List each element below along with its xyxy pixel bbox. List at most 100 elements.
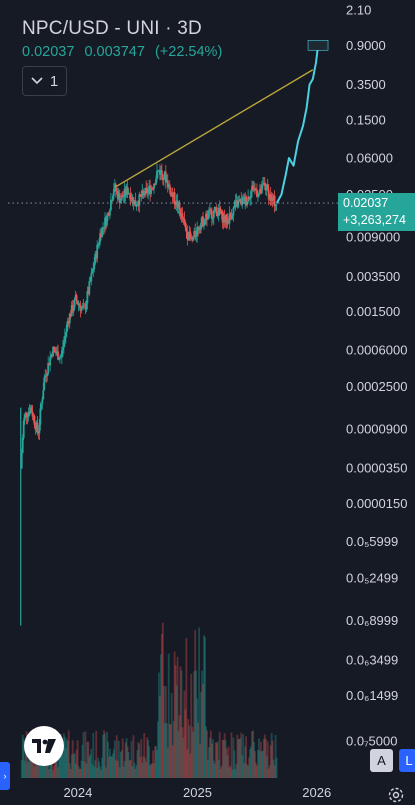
- log-scale-button[interactable]: L: [399, 749, 415, 772]
- volume-bar: [241, 755, 244, 778]
- volume-bar: [108, 756, 110, 778]
- volume-bar: [158, 672, 160, 778]
- volume-bar: [221, 739, 224, 778]
- candle-body: [146, 188, 149, 194]
- volume-bar: [125, 738, 128, 778]
- candle-body: [176, 200, 179, 209]
- time-tick-label: 2025: [183, 785, 212, 800]
- candle-body: [251, 185, 253, 191]
- candle-body: [267, 190, 270, 200]
- price-tick-label: 0.003500: [346, 269, 400, 284]
- volume-bar: [115, 735, 118, 778]
- candle-body: [125, 186, 128, 195]
- volume-bar: [130, 741, 133, 778]
- volume-bar: [223, 733, 226, 778]
- volume-bar: [176, 656, 179, 778]
- volume-bar: [205, 726, 207, 778]
- candle-body: [250, 190, 252, 199]
- volume-bar: [265, 755, 268, 778]
- volume-bar: [207, 759, 209, 778]
- candle-body: [238, 200, 241, 202]
- volume-bar: [246, 764, 249, 778]
- candle-body: [208, 210, 210, 213]
- volume-bar: [84, 731, 87, 778]
- candle-body: [20, 452, 23, 469]
- candle-body: [258, 193, 260, 197]
- volume-bar: [190, 673, 193, 778]
- volume-bar: [141, 762, 144, 778]
- candle-body: [242, 197, 245, 199]
- volume-bar: [234, 769, 237, 778]
- candle-body: [257, 196, 259, 198]
- volume-bar: [126, 746, 129, 778]
- tradingview-logo-icon[interactable]: [24, 726, 64, 766]
- volume-bar: [233, 750, 236, 778]
- candle-body: [158, 170, 160, 172]
- volume-bar: [182, 737, 185, 778]
- volume-bar: [67, 730, 70, 778]
- volume-bar: [87, 741, 90, 778]
- candle-body: [148, 185, 151, 190]
- volume-bar: [112, 749, 115, 778]
- candle-body: [157, 170, 159, 172]
- candle-body: [28, 411, 31, 414]
- volume-bar: [26, 762, 29, 778]
- volume-bar: [66, 741, 69, 778]
- symbol-title[interactable]: NPC/USD - UNI · 3D: [22, 18, 202, 39]
- candle-body: [104, 217, 106, 229]
- volume-bar: [164, 686, 167, 778]
- auto-scale-button[interactable]: A: [370, 749, 393, 772]
- volume-bar: [185, 638, 188, 778]
- volume-bar: [61, 742, 63, 778]
- price-tick-label: 0.9000: [346, 38, 386, 53]
- volume-bar: [162, 685, 165, 778]
- volume-bar: [258, 738, 260, 778]
- price-change-percent: (+22.54%): [154, 44, 223, 60]
- volume-bar: [261, 750, 264, 778]
- volume-bar: [264, 738, 267, 778]
- candle-body: [95, 253, 98, 259]
- volume-bar: [215, 743, 218, 778]
- candle-body: [52, 347, 54, 357]
- time-axis[interactable]: 2024 2025 2026: [63, 785, 331, 800]
- volume-bar: [216, 741, 219, 778]
- volume-bar: [81, 744, 84, 778]
- settings-icon[interactable]: [386, 785, 406, 805]
- candle-body: [210, 210, 213, 219]
- volume-bar: [128, 760, 131, 778]
- candle-body: [214, 207, 217, 212]
- volume-bar: [160, 634, 163, 778]
- volume-bar: [237, 739, 240, 778]
- candle-body: [126, 186, 129, 194]
- candle-body: [228, 213, 231, 224]
- left-toolbar-toggle[interactable]: ›: [0, 762, 10, 790]
- candle-body: [81, 306, 84, 308]
- candle-body: [111, 195, 114, 201]
- candle-body: [143, 192, 146, 196]
- volume-bar: [49, 764, 52, 778]
- volume-bar: [196, 698, 199, 778]
- price-tick-label: 2.10: [346, 3, 371, 18]
- volume-bar: [40, 755, 43, 778]
- candle-body: [172, 192, 175, 197]
- candle-body: [47, 363, 50, 374]
- candle-body: [128, 193, 131, 195]
- candle-body: [193, 231, 196, 238]
- candle-body: [248, 196, 250, 200]
- candle-body: [208, 209, 211, 211]
- volume-bar: [21, 734, 24, 778]
- candle-body: [179, 209, 182, 218]
- volume-bar: [159, 696, 161, 778]
- price-axis[interactable]: 2.100.90000.35000.15000.060000.025000.00…: [346, 3, 407, 749]
- candle-body: [41, 399, 44, 405]
- volume-bar: [197, 722, 200, 778]
- volume-bar: [244, 746, 247, 778]
- volume-bar: [155, 745, 157, 778]
- volume-bar: [179, 666, 182, 778]
- collapse-indicators-button[interactable]: 1: [22, 66, 67, 96]
- candle-body: [88, 281, 91, 294]
- candle-body: [241, 198, 244, 205]
- volume-bar: [33, 766, 36, 778]
